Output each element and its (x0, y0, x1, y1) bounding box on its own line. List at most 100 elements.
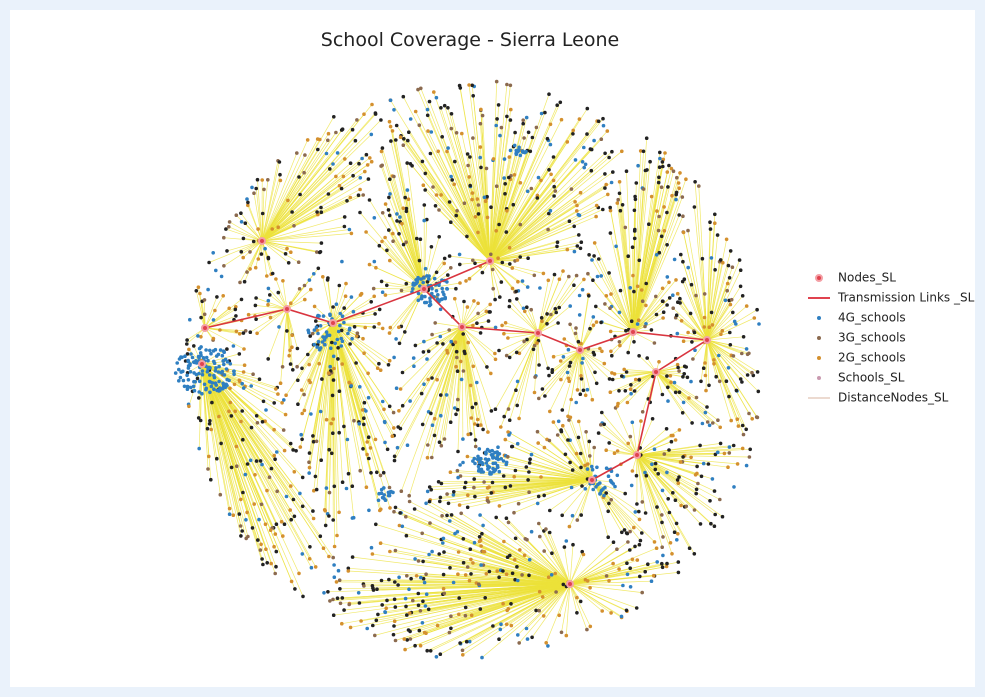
school (387, 208, 391, 212)
school (454, 413, 458, 417)
school (748, 455, 752, 459)
school (319, 206, 323, 210)
school (306, 138, 310, 142)
school (383, 441, 387, 445)
school (582, 146, 586, 150)
school (251, 526, 255, 530)
school (734, 322, 738, 326)
school (331, 518, 335, 522)
school (453, 160, 457, 164)
school (536, 196, 540, 200)
school (303, 409, 307, 413)
school (374, 438, 378, 442)
school (349, 196, 353, 200)
school (465, 640, 469, 644)
school (439, 193, 443, 197)
school (629, 392, 633, 396)
school (349, 384, 353, 388)
school (607, 156, 611, 160)
school (541, 387, 545, 391)
school (388, 359, 392, 363)
school (212, 360, 216, 364)
school (679, 460, 683, 464)
school (404, 515, 408, 519)
school (620, 374, 624, 378)
school (593, 371, 597, 375)
school (301, 505, 305, 509)
school (375, 587, 379, 591)
school (634, 378, 638, 382)
school (238, 281, 242, 285)
school (391, 129, 395, 133)
school (260, 463, 264, 467)
school (748, 448, 752, 452)
school (279, 381, 283, 385)
school (328, 599, 332, 603)
school (638, 543, 642, 547)
school (478, 156, 482, 160)
school (217, 415, 221, 419)
school (399, 135, 403, 139)
school (443, 104, 447, 108)
school (609, 292, 613, 296)
school (341, 480, 345, 484)
school (208, 373, 212, 377)
school (198, 347, 202, 351)
school (676, 532, 680, 536)
school (633, 237, 637, 241)
school (485, 365, 489, 369)
school (716, 233, 720, 237)
school (678, 297, 682, 301)
school (535, 341, 539, 345)
school (454, 287, 458, 291)
school (609, 498, 613, 502)
school (502, 540, 506, 544)
school (334, 175, 338, 179)
school (689, 380, 693, 384)
distance-line (262, 241, 291, 252)
school (663, 452, 667, 456)
node (487, 258, 493, 264)
school (421, 160, 425, 164)
school (406, 443, 410, 447)
school (357, 591, 361, 595)
node (202, 325, 208, 331)
school (238, 332, 242, 336)
school (387, 228, 391, 232)
school (545, 322, 549, 326)
school (633, 229, 637, 233)
school (745, 464, 749, 468)
school (716, 418, 720, 422)
school (384, 606, 388, 610)
school (561, 269, 565, 273)
school (394, 549, 398, 553)
school (268, 293, 272, 297)
school (331, 162, 335, 166)
school (546, 367, 550, 371)
school (228, 512, 232, 516)
school (196, 377, 200, 381)
school (542, 549, 546, 553)
school (486, 486, 490, 490)
school (350, 295, 354, 299)
school (495, 184, 499, 188)
school (527, 490, 531, 494)
school (409, 117, 413, 121)
school (400, 489, 404, 493)
school (579, 452, 583, 456)
school (442, 573, 446, 577)
school (636, 164, 640, 168)
school (250, 186, 254, 190)
school (311, 434, 315, 438)
school (502, 415, 506, 419)
school (239, 498, 243, 502)
school (676, 292, 680, 296)
school (242, 347, 246, 351)
school (222, 359, 226, 363)
school (678, 171, 682, 175)
school (607, 441, 611, 445)
school (727, 366, 731, 370)
school (521, 122, 525, 126)
school (554, 189, 558, 193)
school (527, 131, 531, 135)
